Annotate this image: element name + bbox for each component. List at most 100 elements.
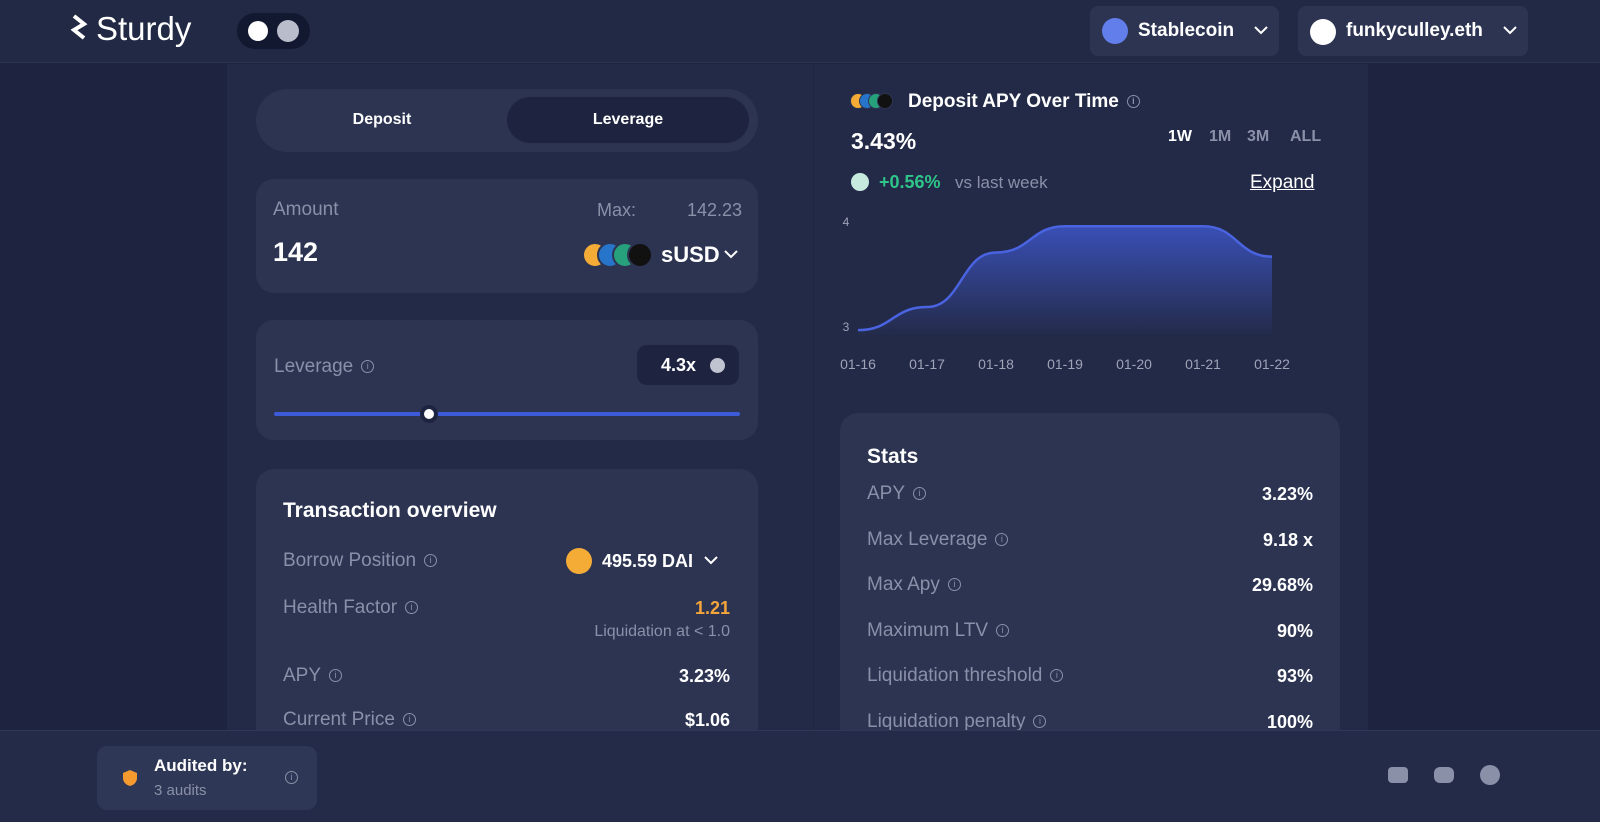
label-text: Current Price (283, 709, 395, 730)
info-icon: i (1050, 669, 1064, 683)
label-text: Leverage (274, 356, 354, 377)
leverage-card: Leverage i 4.3x (256, 320, 758, 440)
overview-title: Transaction overview (283, 499, 497, 522)
info-icon: i (913, 487, 927, 501)
stat-value: 9.18 x (1262, 529, 1313, 550)
info-icon: i (424, 554, 438, 568)
discord-icon[interactable] (1434, 767, 1454, 783)
row-value: $1.06 (684, 710, 730, 730)
info-icon: i (947, 578, 961, 592)
account-select[interactable]: funkyculley.eth (1298, 6, 1528, 56)
moon-icon (248, 21, 268, 41)
stats-card: Stats APY i 3.23% Max Leverage i 9.18 x Max Ap… (840, 413, 1340, 743)
row-label: Current Price i (283, 709, 416, 731)
chevron (1503, 26, 1517, 35)
account-name: funkyculley.eth (1346, 20, 1483, 41)
stat-label: Max Leverage i (867, 528, 1009, 551)
leverage-box[interactable]: 4.3x (637, 345, 739, 385)
info-icon: i (405, 601, 419, 615)
stat-value: 3.23% (1261, 484, 1313, 504)
info-icon: i (1033, 714, 1047, 728)
shield-icon (123, 770, 137, 786)
range-option[interactable]: 1M (1209, 128, 1232, 145)
avatar (1310, 19, 1336, 45)
info-icon: i (402, 713, 416, 727)
token[interactable]: sUSD (661, 242, 720, 267)
expand-link[interactable]: Expand (1250, 172, 1315, 193)
toggle-knob (277, 20, 299, 42)
stat-value: 90% (1276, 620, 1313, 641)
theme-toggle[interactable] (237, 13, 310, 49)
max-label: Max: (596, 200, 636, 220)
chart-title: Deposit APY Over Time i (908, 91, 1140, 113)
leverage-value: 4.3x (661, 355, 697, 375)
stat-label: Liquidation penalty i (867, 710, 1047, 733)
slider-track[interactable] (274, 412, 740, 416)
leverage-label: Leverage i (274, 356, 375, 378)
x-tick-label: 01-17 (909, 356, 945, 372)
logo-icon (70, 14, 88, 40)
stat-value: 100% (1266, 711, 1313, 732)
row-value: 3.23% (678, 666, 730, 686)
tabs: Deposit Leverage (256, 89, 758, 152)
eth-icon (1102, 18, 1128, 44)
apy-chart: 3 4 01-16 01-17 01-18 01-19 01-20 01-21 01-22 (840, 215, 1290, 372)
stat-label: Max Apy i (867, 574, 961, 596)
row-label: APY i (283, 665, 343, 687)
overview-card: Transaction overview Borrow Position i 49… (256, 469, 758, 769)
stat-value: 29.68% (1251, 575, 1313, 595)
max-value[interactable]: 142.23 (686, 200, 742, 220)
current-apy: 3.43% (851, 128, 917, 154)
range-selected[interactable]: 1W (1168, 128, 1192, 145)
audit-title: Audited by: (154, 756, 248, 775)
row-label: Health Factor i (283, 597, 419, 619)
row-note: Liquidation at < 1.0 (594, 623, 730, 640)
change-note: vs last week (955, 173, 1048, 192)
apy-change: +0.56% (879, 172, 941, 192)
tab[interactable]: Deposit (352, 111, 412, 128)
stats-title: Stats (867, 445, 919, 468)
info-icon: i (361, 360, 375, 374)
y-tick-label: 4 (843, 215, 850, 229)
chevron (724, 250, 738, 259)
range-option[interactable]: ALL (1290, 128, 1322, 145)
dai-icon (566, 548, 592, 574)
slider-knob[interactable] (420, 405, 438, 423)
label-text: Liquidation penalty (867, 710, 1026, 732)
x-tick-label: 01-20 (1116, 356, 1152, 372)
coin-icon (877, 93, 893, 109)
label-text: Max Apy (867, 574, 940, 595)
github-icon[interactable] (1480, 765, 1500, 785)
twitter-icon[interactable] (1388, 767, 1408, 783)
info-icon: i (995, 532, 1009, 546)
stat-label: Liquidation threshold i (867, 665, 1064, 687)
tab-active[interactable]: Leverage (507, 97, 749, 143)
title-text: Deposit APY Over Time (908, 91, 1119, 112)
footer: Audited by: 3 audits i (0, 730, 1600, 822)
label-text: Borrow Position (283, 550, 417, 571)
info-icon: i (996, 623, 1010, 637)
network-select[interactable]: Stablecoin (1090, 6, 1279, 56)
apy-area (858, 226, 1272, 338)
chevron (1254, 26, 1268, 35)
audit-badge[interactable]: Audited by: 3 audits i (97, 746, 317, 810)
x-tick-label: 01-22 (1254, 356, 1290, 372)
label-text: Health Factor (283, 597, 398, 618)
info-icon: i (1126, 95, 1140, 109)
amount-card: Amount Max: 142.23 142 sUSD (256, 179, 758, 293)
row-value[interactable]: 495.59 DAI (602, 551, 694, 571)
amount-value[interactable]: 142 (273, 237, 319, 267)
chevron (704, 556, 718, 565)
label-text: APY (867, 483, 906, 504)
info-icon: i (329, 669, 343, 683)
y-tick-label: 3 (843, 320, 850, 334)
amount-label: Amount (273, 199, 339, 220)
apy-line (857, 224, 1273, 332)
coin-icon (627, 242, 653, 268)
up-icon (851, 173, 869, 191)
label-text: Max Leverage (867, 528, 988, 550)
label-text: Liquidation threshold (867, 665, 1043, 686)
clear-icon[interactable] (710, 358, 725, 373)
range-option[interactable]: 3M (1247, 128, 1270, 145)
